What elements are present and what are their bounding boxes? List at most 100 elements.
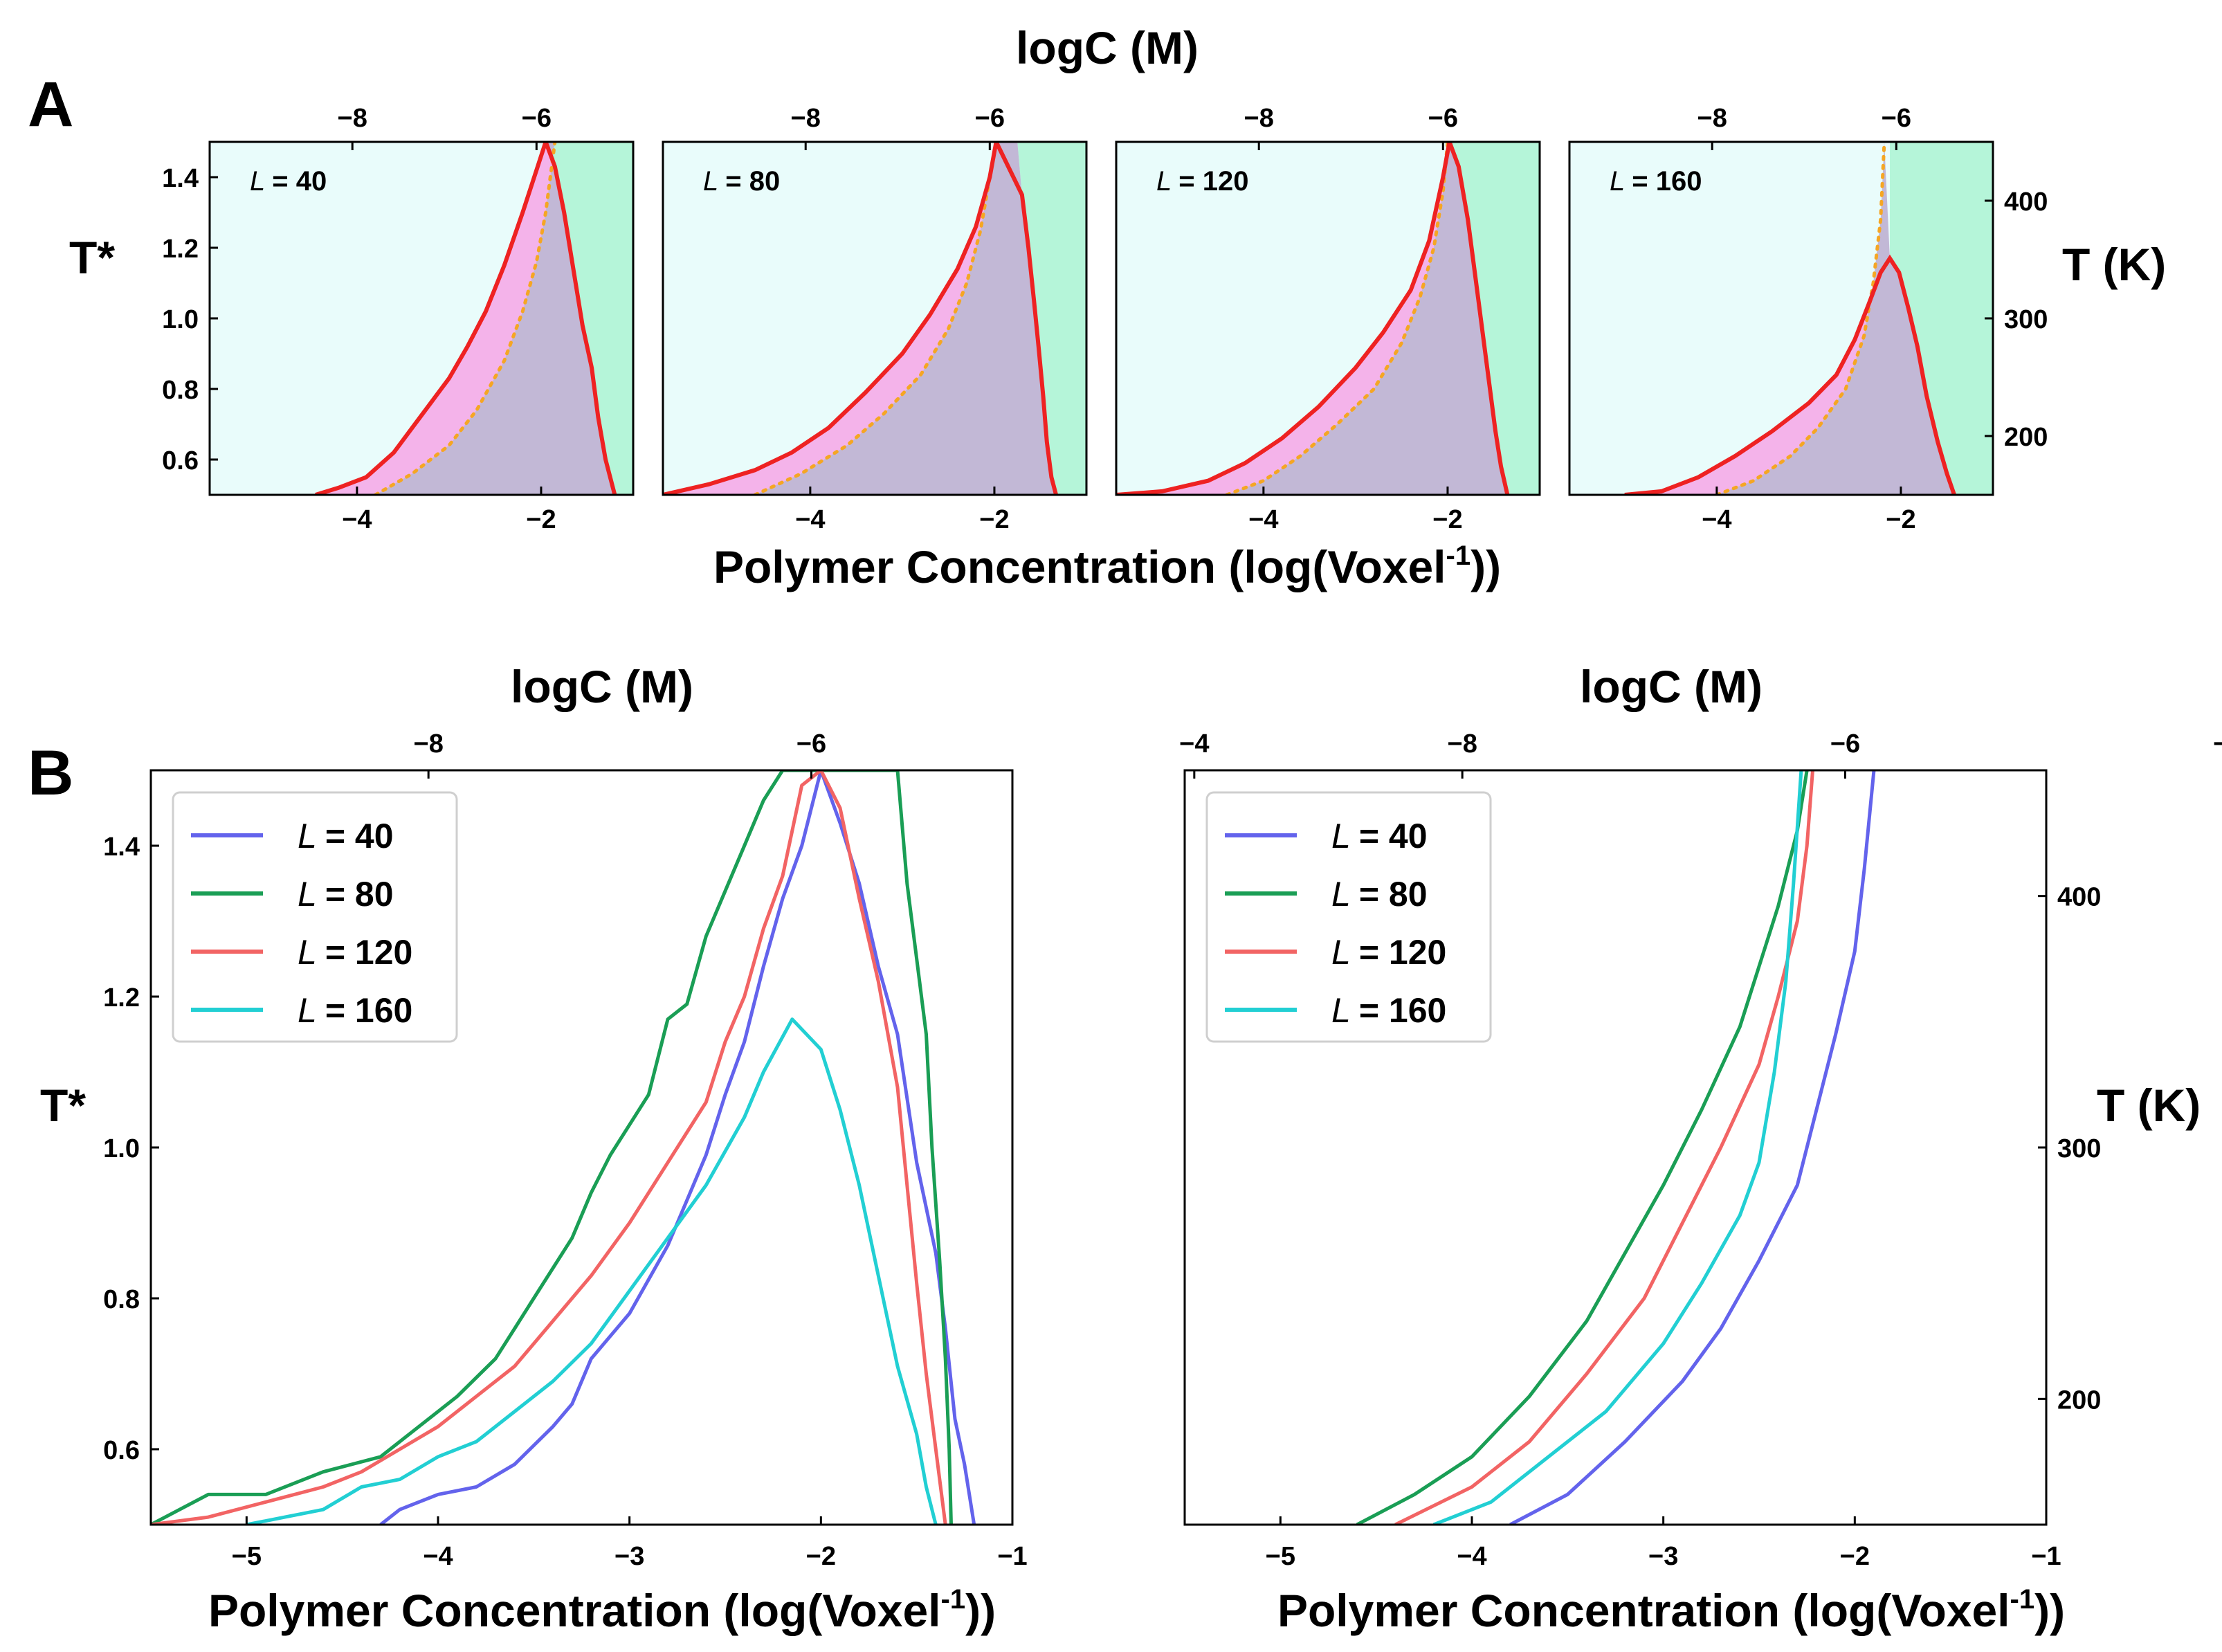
x2-tick-label: −8 (414, 729, 444, 759)
x-tick-label: −3 (1648, 1542, 1678, 1571)
annotation: L = 120 (1156, 166, 1248, 197)
bottom-label-end: )) (1470, 541, 1501, 592)
bottom-label-end: )) (965, 1585, 996, 1636)
y-tick-label: 1.4 (162, 164, 199, 193)
legend-box (172, 791, 458, 1043)
y2-tick-label: 300 (2057, 1134, 2101, 1163)
x2-tick-label: −8 (1697, 104, 1727, 133)
bottom-label-superscript: -1 (1446, 541, 1471, 571)
legend-entry: L = 120 (1331, 933, 1446, 972)
x-tick-label: −4 (795, 505, 825, 534)
annotation-value: = 80 (725, 166, 780, 197)
bottom-label-superscript: -1 (2010, 1584, 2035, 1615)
panel-b2-bottom-axis-label: Polymer Concentration (log(Voxel-1)) (1277, 1584, 2065, 1636)
x-tick-label: −1 (2031, 1542, 2061, 1571)
y-tick-label: 1.4 (103, 833, 140, 862)
plot-area (151, 770, 976, 1525)
y-tick-label: 1.2 (162, 235, 199, 264)
y2-tick-label: 300 (2004, 305, 2048, 334)
annotation-value: = 160 (1632, 166, 1702, 197)
legend-var: L (1331, 817, 1351, 855)
plot-frame (149, 769, 1014, 1526)
legend-entry: L = 80 (1331, 875, 1428, 914)
x-tick-label: −4 (1702, 505, 1731, 534)
plot-frame (1183, 769, 2048, 1526)
legend-value: = 120 (1359, 933, 1447, 972)
annotation-var: L (703, 166, 718, 197)
spinodal-line (374, 142, 557, 495)
legend-value: = 80 (325, 875, 394, 914)
spinodal-fill (375, 142, 615, 495)
x-tick-label: −2 (806, 1542, 836, 1571)
legend-var: L (298, 991, 317, 1030)
panel-b1-bottom-axis-label: Polymer Concentration (log(Voxel-1)) (208, 1584, 996, 1636)
binodal-line (315, 142, 617, 495)
legend-var: L (298, 817, 317, 855)
legend-entry: L = 80 (298, 875, 394, 914)
series-line-80 (1356, 770, 1809, 1525)
x2-tick-label: −6 (522, 104, 552, 133)
x2-tick-label: −4 (2213, 729, 2222, 759)
panel-a-bottom-axis-label: Polymer Concentration (log(Voxel-1)) (713, 541, 1501, 592)
dense-region (1890, 142, 1993, 495)
x2-tick-label: −8 (1448, 729, 1477, 759)
spinodal-fill (1716, 142, 1955, 495)
chart-a-l160: L = 160 −4 −2 −8 −6 200 300 400 (1568, 104, 2048, 534)
binodal-line (1624, 254, 1956, 495)
legend-box (1205, 791, 1492, 1043)
annotation-var: L (1610, 166, 1625, 197)
plot-frame (1115, 140, 1541, 496)
panel-a-left-axis-label: T* (69, 232, 115, 283)
spinodal-line (753, 142, 999, 495)
annotation: L = 80 (703, 166, 780, 197)
x-tick-label: −4 (423, 1542, 453, 1571)
x2-tick-label: −6 (975, 104, 1005, 133)
series-line-160 (246, 1017, 938, 1525)
annotation: L = 160 (1610, 166, 1702, 197)
y2-tick-label: 400 (2057, 883, 2101, 912)
x2-tick-label: −4 (1179, 729, 1209, 759)
x2-tick-label: −6 (1882, 104, 1911, 133)
legend-value: = 120 (325, 933, 413, 972)
series-line-40 (1509, 770, 1876, 1525)
x-tick-label: −4 (1248, 505, 1278, 534)
y2-tick-label: 400 (2004, 188, 2048, 217)
legend-value: = 160 (325, 991, 413, 1030)
bottom-label-superscript: -1 (941, 1584, 966, 1615)
x-tick-label: −3 (614, 1542, 644, 1571)
y-tick-label: 1.0 (103, 1134, 140, 1163)
spinodal-fill (1226, 142, 1508, 495)
binodal-line (1116, 142, 1510, 495)
dense-region (1449, 142, 1540, 495)
legend-entry: L = 120 (298, 933, 412, 972)
bottom-label-main: Polymer Concentration (log(Voxel (1277, 1585, 2010, 1636)
plot-area (1569, 142, 1993, 495)
chart-a-l40: L = 40 −4 −2 −8 −6 0.6 0.8 1.0 1.2 1.4 (162, 104, 635, 534)
x-tick-label: −2 (1840, 1542, 1870, 1571)
x-tick-label: −5 (232, 1542, 262, 1571)
x2-tick-label: −8 (791, 104, 821, 133)
plot-frame (208, 140, 635, 496)
panel-b2-top-axis-label: logC (M) (1580, 661, 1763, 712)
annotation-value: = 40 (272, 166, 327, 197)
plot-frame (1568, 140, 1994, 496)
x-tick-label: −2 (979, 505, 1009, 534)
y-tick-label: 1.0 (162, 305, 199, 334)
annotation-var: L (1156, 166, 1172, 197)
binodal-line (663, 142, 1059, 495)
panel-label-a: A (28, 69, 73, 140)
dense-region (1017, 142, 1086, 495)
panel-a-top-axis-label: logC (M) (1016, 22, 1199, 73)
y2-tick-label: 200 (2057, 1386, 2101, 1415)
x-tick-label: −5 (1266, 1542, 1295, 1571)
x2-tick-label: −8 (1244, 104, 1274, 133)
bottom-label-main: Polymer Concentration (log(Voxel (713, 541, 1446, 592)
legend-value: = 40 (1359, 817, 1428, 855)
x2-tick-label: −6 (1428, 104, 1458, 133)
series-line-120 (151, 770, 947, 1525)
legend-var: L (298, 875, 317, 914)
panel-label-b: B (28, 738, 73, 808)
y-tick-label: 1.2 (103, 983, 140, 1013)
x-tick-label: −4 (1457, 1542, 1486, 1571)
